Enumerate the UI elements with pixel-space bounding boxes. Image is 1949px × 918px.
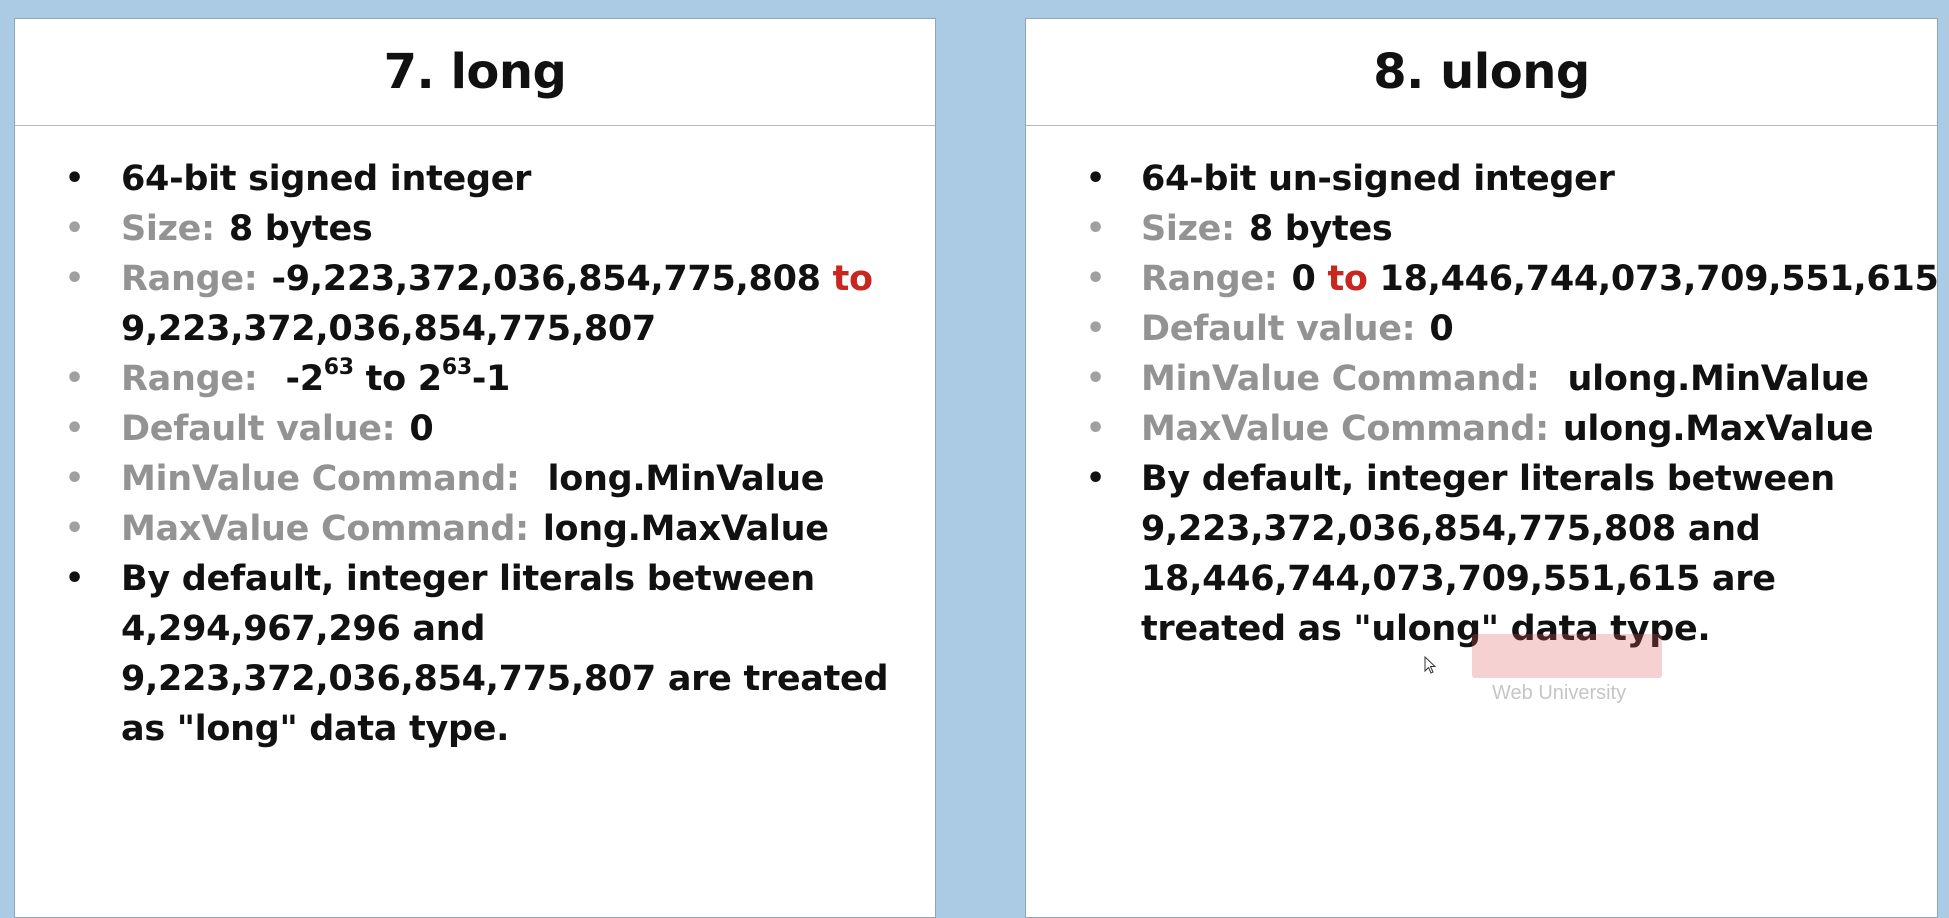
range-to-connector: to <box>1327 259 1368 299</box>
range-power-connector: to <box>365 359 406 399</box>
bullet-icon: • <box>1086 461 1105 496</box>
bullet-icon: • <box>65 161 84 196</box>
range-to-connector: to <box>832 259 873 299</box>
maxvalue-label: MaxValue Command: <box>1141 409 1549 449</box>
bullet-icon: • <box>1086 411 1105 446</box>
bullet-icon: • <box>1086 361 1105 396</box>
long-minvalue-item: • MinValue Command: long.MinValue <box>15 454 915 504</box>
long-maxvalue-item: • MaxValue Command: long.MaxValue <box>15 504 915 554</box>
ulong-literals-note: By default, integer literals between 9,2… <box>1141 459 1835 649</box>
ulong-info-list: • 64-bit un-signed integer • Size: 8 byte… <box>1026 126 1939 654</box>
size-value: 8 bytes <box>1248 209 1393 249</box>
maxvalue-command: ulong.MaxValue <box>1562 409 1874 449</box>
maxvalue-label: MaxValue Command: <box>121 509 529 549</box>
bullet-icon: • <box>1086 211 1105 246</box>
size-label: Size: <box>121 209 215 249</box>
bullet-icon: • <box>1086 161 1105 196</box>
ulong-minvalue-item: • MinValue Command: ulong.MinValue <box>1026 354 1917 404</box>
bullet-icon: • <box>1086 261 1105 296</box>
ulong-card: 8. ulong • 64-bit un-signed integer • Si… <box>1025 18 1939 918</box>
long-default-item: • Default value: 0 <box>15 404 915 454</box>
ulong-size-item: • Size: 8 bytes <box>1026 204 1917 254</box>
range-max-value: 9,223,372,036,854,775,807 <box>121 309 656 349</box>
minvalue-label: MinValue Command: <box>1141 359 1540 399</box>
long-card-title: 7. long <box>383 44 567 100</box>
ulong-description-item: • 64-bit un-signed integer <box>1026 154 1917 204</box>
long-card: 7. long • 64-bit signed integer • Size: 8… <box>14 18 936 918</box>
long-info-list: • 64-bit signed integer • Size: 8 bytes •… <box>15 126 935 754</box>
minvalue-command: ulong.MinValue <box>1567 359 1870 399</box>
ulong-maxvalue-item: • MaxValue Command: ulong.MaxValue <box>1026 404 1917 454</box>
range-min-value: 0 <box>1291 259 1316 299</box>
ulong-default-item: • Default value: 0 <box>1026 304 1917 354</box>
size-value: 8 bytes <box>228 209 373 249</box>
long-range-power-item: • Range: -263 to 263-1 <box>15 354 915 404</box>
default-value: 0 <box>409 409 434 449</box>
range-power-max-base: 2 <box>417 359 442 399</box>
ulong-card-header: 8. ulong <box>1026 19 1937 126</box>
ulong-range-item: • Range: 0 to 18,446,744,073,709,551,615 <box>1026 254 1939 304</box>
long-description-item: • 64-bit signed integer <box>15 154 915 204</box>
bullet-icon: • <box>65 461 84 496</box>
range-max-value: 18,446,744,073,709,551,615 <box>1379 259 1939 299</box>
range-power-suffix: -1 <box>471 359 511 399</box>
bullet-icon: • <box>1086 311 1105 346</box>
long-literals-note-item: • By default, integer literals between 4… <box>15 554 915 754</box>
ulong-card-title: 8. ulong <box>1373 44 1590 100</box>
bullet-icon: • <box>65 361 84 396</box>
bullet-icon: • <box>65 211 84 246</box>
maxvalue-command: long.MaxValue <box>542 509 829 549</box>
size-label: Size: <box>1141 209 1235 249</box>
range-power-min-base: -2 <box>285 359 324 399</box>
bullet-icon: • <box>65 411 84 446</box>
default-label: Default value: <box>1141 309 1416 349</box>
long-literals-note: By default, integer literals between 4,2… <box>121 559 889 749</box>
minvalue-command: long.MinValue <box>547 459 825 499</box>
range-power-label: Range: <box>121 359 258 399</box>
range-label: Range: <box>1141 259 1278 299</box>
default-value: 0 <box>1429 309 1454 349</box>
ulong-literals-note-item: • By default, integer literals between 9… <box>1026 454 1917 654</box>
long-size-item: • Size: 8 bytes <box>15 204 915 254</box>
mouse-cursor-icon <box>1424 656 1436 674</box>
range-power-max-exponent: 63 <box>441 355 472 381</box>
long-card-header: 7. long <box>15 19 935 126</box>
range-power-min-exponent: 63 <box>323 355 354 381</box>
ulong-description: 64-bit un-signed integer <box>1141 159 1615 199</box>
bullet-icon: • <box>65 511 84 546</box>
bullet-icon: • <box>65 561 84 596</box>
bullet-icon: • <box>65 261 84 296</box>
range-label: Range: <box>121 259 258 299</box>
long-range-item: • Range: -9,223,372,036,854,775,808 to 9,… <box>15 254 915 354</box>
long-description: 64-bit signed integer <box>121 159 532 199</box>
minvalue-label: MinValue Command: <box>121 459 520 499</box>
range-min-value: -9,223,372,036,854,775,808 <box>271 259 821 299</box>
default-label: Default value: <box>121 409 396 449</box>
